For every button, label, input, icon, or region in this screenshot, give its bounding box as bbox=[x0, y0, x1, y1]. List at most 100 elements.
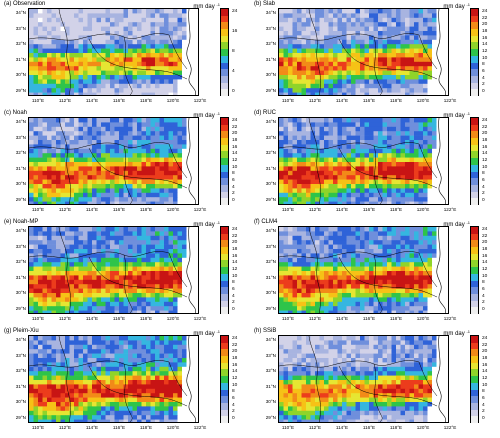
heatmap-cell bbox=[400, 83, 406, 89]
heatmap-cell bbox=[92, 166, 97, 172]
colorbar-segment bbox=[221, 191, 228, 199]
heatmap-cell bbox=[83, 88, 88, 93]
heatmap-cell bbox=[436, 175, 442, 180]
heatmap-cell bbox=[42, 297, 48, 303]
heatmap-cell bbox=[65, 144, 70, 150]
heatmap-cell bbox=[128, 235, 133, 241]
heatmap-cell bbox=[337, 53, 343, 58]
colorbar-segment bbox=[221, 75, 228, 83]
heatmap-cell bbox=[155, 297, 160, 303]
heatmap-cell bbox=[283, 240, 289, 245]
heatmap-cell bbox=[141, 61, 147, 67]
heatmap-cell bbox=[283, 35, 289, 41]
heatmap-cell bbox=[29, 79, 34, 85]
heatmap-cell bbox=[283, 44, 289, 49]
heatmap-cell bbox=[51, 9, 57, 14]
heatmap-cell bbox=[65, 66, 70, 71]
heatmap-cell bbox=[186, 39, 192, 45]
heatmap-cell bbox=[146, 284, 151, 289]
heatmap-cell bbox=[445, 157, 448, 163]
heatmap-cell bbox=[74, 293, 79, 298]
heatmap-cell bbox=[141, 79, 147, 85]
heatmap-cell bbox=[38, 175, 43, 180]
heatmap-cell bbox=[292, 244, 298, 250]
colorbar-tick-label: 6 bbox=[232, 287, 235, 292]
heatmap-cell bbox=[310, 22, 316, 27]
heatmap-cell bbox=[423, 306, 428, 311]
heatmap-cell bbox=[378, 70, 383, 76]
heatmap-cell bbox=[328, 88, 334, 93]
colorbar-segment bbox=[471, 62, 478, 70]
heatmap-cell bbox=[432, 9, 437, 14]
heatmap-cell bbox=[360, 310, 365, 313]
heatmap-cell bbox=[155, 57, 160, 63]
heatmap-cell bbox=[405, 271, 410, 276]
heatmap-cell bbox=[382, 188, 388, 194]
heatmap-cell bbox=[155, 53, 160, 58]
heatmap-cell bbox=[60, 310, 66, 313]
heatmap-cell bbox=[427, 140, 433, 145]
heatmap-cell bbox=[105, 61, 111, 67]
heatmap-cell bbox=[360, 13, 365, 19]
heatmap-cell bbox=[324, 79, 329, 85]
heatmap-cell bbox=[310, 279, 316, 285]
heatmap-cell bbox=[427, 262, 433, 267]
heatmap-cell bbox=[101, 22, 106, 27]
heatmap-cell bbox=[195, 284, 198, 289]
heatmap-cell bbox=[60, 157, 66, 163]
heatmap-cell bbox=[195, 184, 198, 189]
heatmap-cell bbox=[378, 244, 383, 250]
heatmap-cell bbox=[301, 148, 307, 154]
heatmap-cell bbox=[301, 306, 307, 311]
heatmap-cell bbox=[297, 257, 302, 263]
heatmap-cell bbox=[324, 92, 329, 95]
heatmap-cell bbox=[351, 257, 356, 263]
heatmap-cell bbox=[328, 61, 334, 67]
heatmap-cell bbox=[56, 157, 61, 163]
heatmap-cell bbox=[346, 262, 352, 267]
lat-tick-label: 32°N bbox=[265, 41, 276, 46]
heatmap-cell bbox=[42, 275, 48, 281]
heatmap-cell bbox=[96, 31, 102, 36]
heatmap-cell bbox=[128, 293, 133, 298]
heatmap-cell bbox=[364, 271, 370, 276]
heatmap-cell bbox=[301, 44, 307, 49]
heatmap-cell bbox=[418, 192, 424, 198]
heatmap-cell bbox=[60, 122, 66, 128]
heatmap-cell bbox=[328, 31, 334, 36]
heatmap-cell bbox=[114, 179, 120, 185]
heatmap-cell bbox=[387, 39, 392, 45]
heatmap-cell bbox=[69, 88, 75, 93]
heatmap-cell bbox=[101, 192, 106, 198]
colorbar-tick-label: 4 bbox=[232, 293, 235, 299]
heatmap-cell bbox=[436, 179, 442, 185]
heatmap-cell bbox=[60, 344, 66, 350]
heatmap-cell bbox=[146, 179, 151, 185]
heatmap-cell bbox=[310, 53, 316, 58]
heatmap-cell bbox=[65, 48, 70, 54]
heatmap-cell bbox=[141, 184, 147, 189]
colorbar-tick-label: 4 bbox=[482, 184, 485, 190]
heatmap-cell bbox=[155, 75, 160, 80]
heatmap-cell bbox=[78, 144, 84, 150]
heatmap-cell bbox=[78, 9, 84, 14]
heatmap-cell bbox=[146, 244, 151, 250]
heatmap-cell bbox=[387, 201, 392, 204]
heatmap-cell bbox=[60, 31, 66, 36]
heatmap-cell bbox=[105, 122, 111, 128]
heatmap-cell bbox=[65, 349, 70, 354]
heatmap-cell bbox=[141, 13, 147, 19]
heatmap-cell bbox=[42, 126, 48, 132]
heatmap-cell bbox=[342, 301, 347, 307]
heatmap-cell bbox=[369, 301, 374, 307]
heatmap-cell bbox=[65, 240, 70, 245]
heatmap-cell bbox=[283, 279, 289, 285]
heatmap-cell bbox=[132, 9, 138, 14]
heatmap-cell bbox=[47, 240, 52, 245]
heatmap-cell bbox=[87, 179, 93, 185]
heatmap-cell bbox=[42, 31, 48, 36]
heatmap-cell bbox=[164, 88, 169, 93]
heatmap-cell bbox=[195, 88, 198, 93]
heatmap-cell bbox=[38, 262, 43, 267]
heatmap-cell bbox=[283, 293, 289, 298]
